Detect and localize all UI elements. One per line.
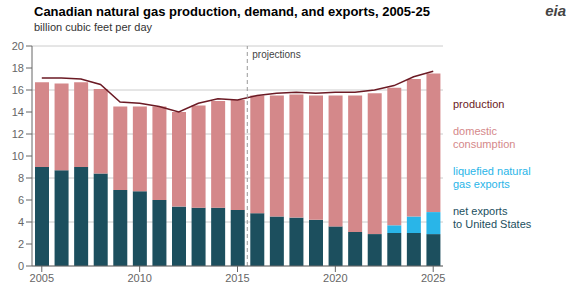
html-text:domestic consumption: domestic consumption: [453, 124, 516, 150]
svg-text:18: 18: [12, 62, 24, 74]
svg-text:2010: 2010: [127, 272, 151, 284]
svg-text:6: 6: [18, 194, 24, 206]
svg-text:2025: 2025: [421, 272, 445, 284]
svg-text:10: 10: [12, 150, 24, 162]
svg-text:projections: projections: [252, 49, 300, 60]
svg-text:20: 20: [12, 40, 24, 52]
svg-text:2: 2: [18, 238, 24, 250]
svg-text:2015: 2015: [225, 272, 249, 284]
html-text:billion cubic feet per day: billion cubic feet per day: [34, 21, 152, 33]
svg-text:14: 14: [12, 106, 24, 118]
svg-text:2005: 2005: [30, 272, 54, 284]
svg-text:16: 16: [12, 84, 24, 96]
html-text:Canadian natural gas productio: Canadian natural gas production, demand,…: [34, 4, 430, 19]
html-text:production: production: [453, 97, 505, 110]
svg-text:8: 8: [18, 172, 24, 184]
svg-text:0: 0: [18, 260, 24, 272]
html-text:eia: eia: [545, 2, 566, 19]
html-text:liquefied natural gas exports: liquefied natural gas exports: [453, 164, 531, 190]
svg-text:12: 12: [12, 128, 24, 140]
html-text:net exports to United States: net exports to United States: [453, 204, 532, 230]
svg-text:2020: 2020: [323, 272, 347, 284]
svg-text:4: 4: [18, 216, 24, 228]
